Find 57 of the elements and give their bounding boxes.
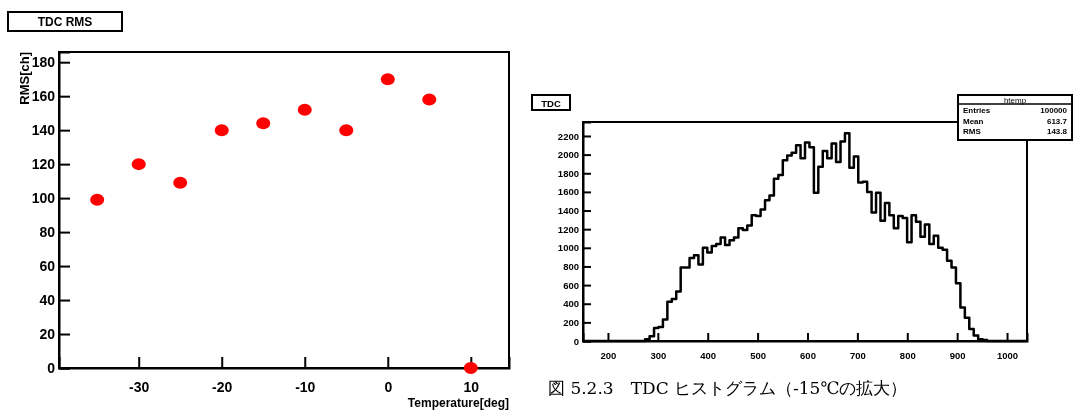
x-tick-label: -10	[295, 378, 316, 395]
x-tick-label: -30	[129, 378, 150, 395]
chart-title: TDC RMS	[37, 14, 93, 29]
x-tick-label: 1000	[996, 349, 1019, 361]
point	[131, 158, 146, 171]
x-tick-label: 200	[600, 349, 617, 361]
y-tick-label: 160	[31, 88, 56, 105]
y-tick-label: 1600	[557, 186, 579, 198]
y-tick-label: 100	[31, 190, 56, 207]
point	[422, 93, 437, 106]
text: Entries	[963, 106, 991, 115]
y-tick-label: 20	[39, 326, 56, 342]
point	[297, 103, 312, 116]
y-tick-label: 1400	[557, 205, 579, 217]
y-tick-label: 180	[31, 54, 56, 71]
point	[90, 193, 105, 206]
x-tick-label: 500	[750, 349, 767, 361]
x-tick-label: 300	[650, 349, 667, 361]
point	[380, 73, 395, 86]
text: 143.8	[1046, 127, 1068, 136]
chart-title: TDC	[541, 97, 561, 109]
y-tick-label: 0	[573, 335, 579, 347]
y-tick-label: 80	[39, 224, 56, 241]
x-axis-title: Temperature[deg]	[407, 396, 509, 410]
x-tick-label: 0	[384, 378, 393, 395]
y-axis-title: RMS[ch]	[17, 52, 32, 105]
annotation: RMS	[963, 127, 982, 136]
y-tick-label: 200	[563, 316, 579, 328]
y-tick-label: 60	[39, 258, 56, 275]
y-tick-label: 2000	[557, 149, 579, 161]
point	[173, 176, 188, 189]
x-tick-label: 800	[899, 349, 916, 361]
x-tick-label: 400	[700, 349, 717, 361]
point	[214, 124, 229, 137]
point	[256, 117, 271, 130]
x-tick-label: 900	[949, 349, 966, 361]
point	[463, 362, 478, 374]
x-tick-label: -20	[212, 378, 233, 395]
y-tick-label: 120	[31, 156, 56, 173]
y-tick-label: 1000	[557, 242, 579, 254]
x-tick-label: 700	[849, 349, 866, 361]
caption: 図 5.2.3 TDC ヒストグラム（-15℃の拡大）	[548, 378, 908, 398]
y-tick-label: 1800	[557, 167, 579, 179]
point	[339, 124, 354, 137]
y-tick-label: 800	[563, 260, 579, 272]
y-tick-label: 400	[563, 298, 579, 310]
x-tick-label: 600	[800, 349, 816, 361]
y-tick-label: 2200	[557, 130, 579, 142]
y-tick-label: 600	[563, 279, 579, 291]
x-tick-label: 10	[463, 378, 480, 395]
text: 613.7	[1046, 116, 1068, 126]
y-tick-label: 140	[31, 122, 56, 139]
text: htemp	[1003, 96, 1027, 105]
y-tick-label: 1200	[557, 223, 579, 235]
text: 100000	[1040, 106, 1068, 115]
annotation: Mean	[963, 116, 984, 126]
y-tick-label: 40	[39, 292, 56, 309]
